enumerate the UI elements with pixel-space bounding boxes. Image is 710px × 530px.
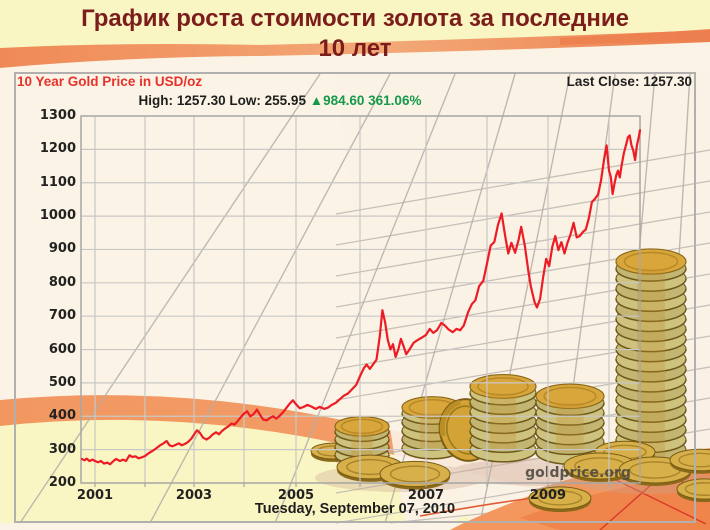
y-tick-label: 700 [48, 308, 76, 324]
x-tick-label: 2003 [175, 488, 213, 503]
chart-date-caption: Tuesday, September 07, 2010 [254, 501, 456, 517]
y-tick-label: 500 [48, 374, 76, 390]
gold-coin-stacks [310, 248, 710, 513]
y-tick-label: 400 [48, 408, 76, 424]
slide-title-line1: График роста стоимости золота за последн… [81, 5, 629, 32]
y-tick-label: 1300 [39, 108, 76, 123]
y-tick-label: 900 [48, 241, 76, 257]
top-swoosh-tip [560, 29, 710, 45]
y-tick-label: 800 [48, 274, 76, 290]
low-label: Low: [229, 93, 261, 108]
high-value: 1257.30 [176, 93, 226, 108]
y-tick-label: 1100 [39, 174, 76, 190]
chart-title: 10 Year Gold Price in USD/oz [17, 74, 203, 89]
y-tick-label: 1200 [39, 141, 76, 157]
x-tick-label: 2005 [277, 488, 315, 503]
y-tick-label: 200 [48, 475, 76, 490]
x-tick-label: 2007 [407, 488, 445, 503]
plot-frame [80, 115, 641, 484]
change-value: 984.60 [323, 93, 365, 108]
low-value: 255.95 [264, 93, 306, 108]
y-tick-label: 600 [48, 341, 76, 357]
y-tick-label: 1000 [39, 208, 76, 224]
slide-title-line2: 10 лет [318, 35, 392, 62]
x-tick-label: 2001 [76, 488, 114, 503]
high-label: High: [138, 93, 174, 108]
x-tick-label: 2009 [529, 488, 567, 503]
chart-gridlines [81, 116, 640, 487]
up-triangle-icon: ▲ [309, 93, 324, 108]
last-close-value: Last Close: 1257.30 [566, 74, 692, 89]
chart-stats-line: High: 1257.30 Low: 255.95 ▲984.60 361.06… [0, 93, 560, 108]
goldprice-watermark: goldprice.org [525, 465, 631, 481]
gold-price-line [80, 129, 642, 466]
change-percent: 361.06% [368, 93, 422, 108]
y-tick-label: 300 [48, 441, 76, 457]
top-swoosh [0, 30, 710, 68]
